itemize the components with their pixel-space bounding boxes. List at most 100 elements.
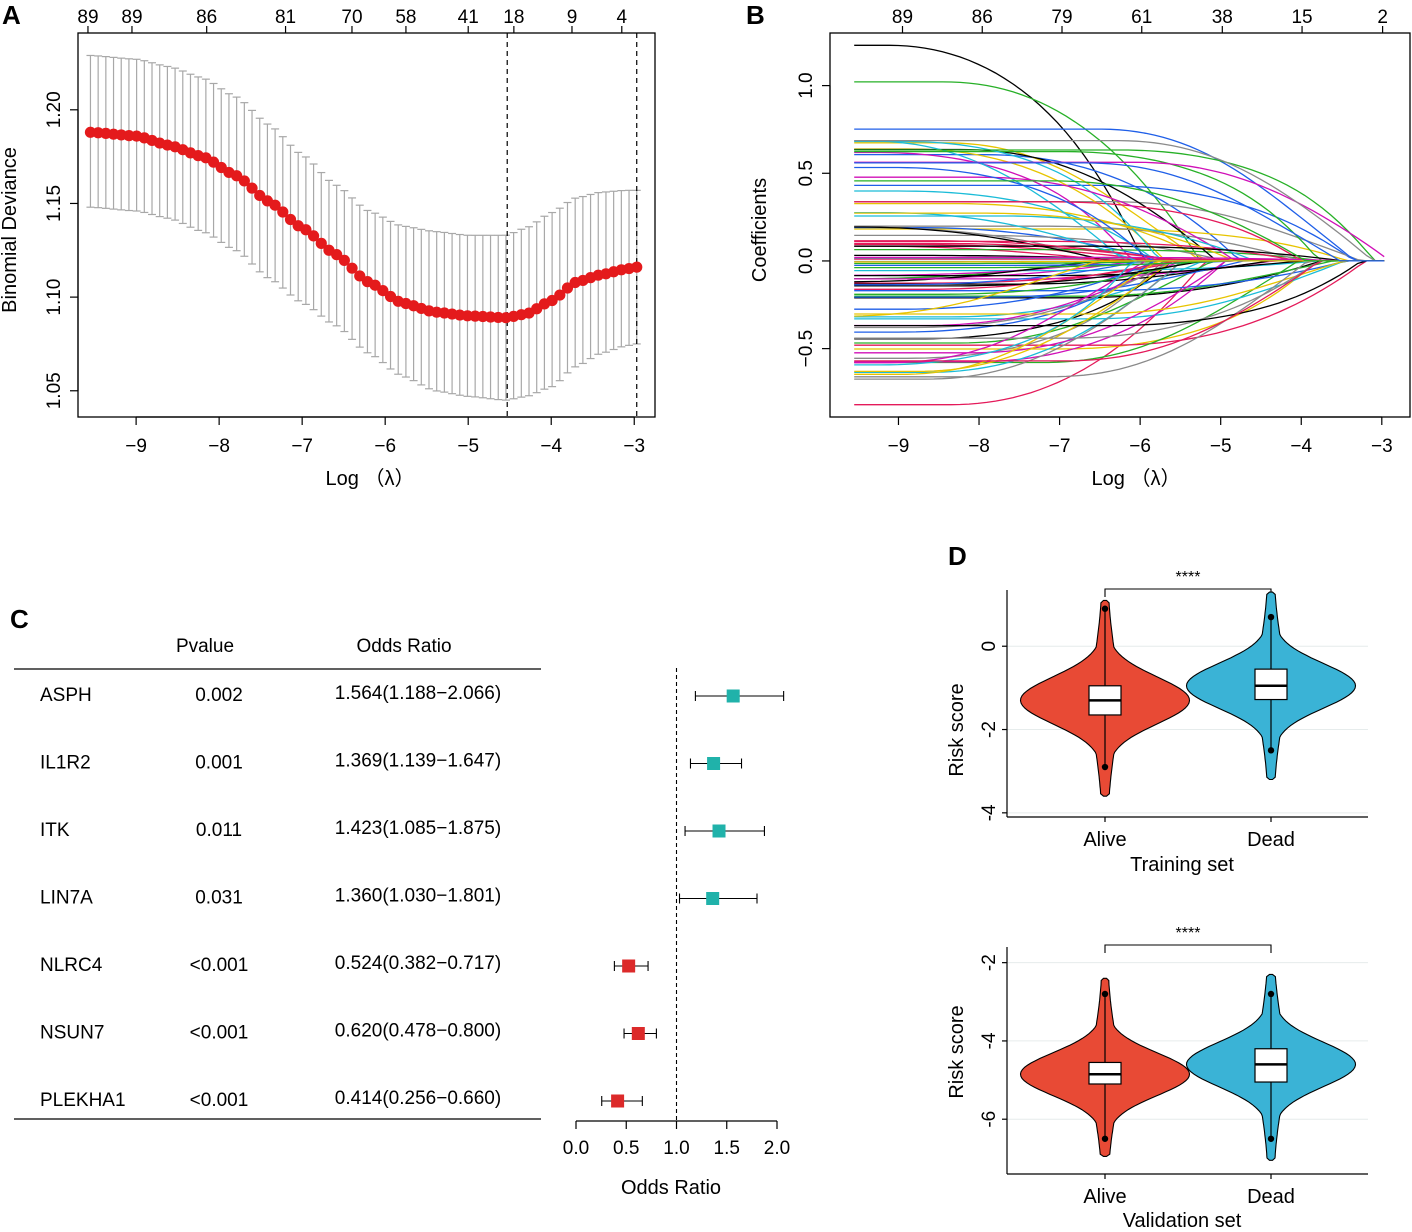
deviance-point <box>269 199 281 211</box>
x-tick-label: 0.5 <box>613 1138 639 1159</box>
top-tick-label: 86 <box>196 7 217 28</box>
top-tick-label: 70 <box>341 7 362 28</box>
deviance-point <box>354 270 366 282</box>
header-odds-ratio: Odds Ratio <box>356 636 451 657</box>
top-axis-ticks-b: 89 86 79 61 38 15 2 <box>892 7 1388 33</box>
significance-label: **** <box>1176 569 1201 586</box>
coefficient-path <box>854 260 1385 362</box>
x-tick-label: −6 <box>1129 436 1151 457</box>
coefficient-path <box>854 260 1385 350</box>
y-tick-label: 1.10 <box>44 279 65 316</box>
x-tick-label: −5 <box>1210 436 1232 457</box>
coefficient-path <box>854 128 1385 262</box>
panel-d-training-violin: -4 -2 0 **** Alive Dead Training set Risk sco… <box>946 569 1368 876</box>
outlier-point <box>1101 763 1109 771</box>
x-axis-label-b: Log （λ） <box>1092 467 1181 490</box>
y-axis-label-d1: Risk score <box>946 683 968 776</box>
outlier-point <box>1267 990 1275 998</box>
x-tick-label: 2.0 <box>764 1138 790 1159</box>
gene-label: NLRC4 <box>40 955 103 976</box>
y-tick-label: 0.5 <box>796 160 817 186</box>
gene-label: ITK <box>40 820 70 841</box>
x-tick-label: −9 <box>125 436 147 457</box>
x-tick-label: −4 <box>1290 436 1312 457</box>
coefficient-path <box>854 260 1385 339</box>
x-axis-ticks-b: −9 −8 −7 −6 −5 −4 −3 <box>888 416 1393 457</box>
top-tick-label: 41 <box>458 7 479 28</box>
outlier-point <box>1267 613 1275 621</box>
odds-ratio-cell: 1.369(1.139−1.647) <box>335 751 501 772</box>
deviance-points-a <box>84 126 643 324</box>
outlier-point <box>1267 747 1275 754</box>
coefficient-path <box>854 260 1385 378</box>
gene-label: IL1R2 <box>40 753 91 774</box>
y-tick-label: 0 <box>979 641 1000 652</box>
y-axis-label-a: Binomial Deviance <box>0 147 21 313</box>
odds-ratio-marker <box>726 689 740 703</box>
coefficient-path <box>854 260 1385 346</box>
x-tick-label: −8 <box>968 436 990 457</box>
y-tick-label: -4 <box>979 1032 1000 1049</box>
x-tick-label: −8 <box>208 436 230 457</box>
coefficient-path <box>854 260 1385 327</box>
odds-ratio-cell: 1.564(1.188−2.066) <box>335 683 501 704</box>
top-tick-label: 61 <box>1131 7 1152 28</box>
top-tick-label: 4 <box>617 7 628 28</box>
odds-ratio-cell: 1.360(1.030−1.801) <box>335 886 501 907</box>
coefficient-path <box>854 162 1385 262</box>
odds-ratio-cell: 0.414(0.256−0.660) <box>335 1088 501 1109</box>
y-axis-label-d2: Risk score <box>946 1005 968 1098</box>
top-tick-label: 89 <box>77 7 98 28</box>
deviance-point <box>554 289 566 301</box>
coefficient-path <box>854 260 1385 297</box>
top-tick-label: 89 <box>892 7 913 28</box>
odds-ratio-marker <box>712 824 726 838</box>
y-axis-ticks-b: −0.5 0.0 0.5 1.0 <box>796 72 831 368</box>
odds-ratio-marker <box>622 959 636 973</box>
top-tick-label: 86 <box>972 7 993 28</box>
panel-b-coefficient-paths: −9 −8 −7 −6 −5 −4 −3 −0.5 0.0 0.5 1.0 89 86 79 61 38 1… <box>749 7 1411 490</box>
category-label: Dead <box>1247 829 1295 851</box>
top-tick-label: 79 <box>1051 7 1072 28</box>
x-tick-label: −7 <box>1049 436 1071 457</box>
deviance-point <box>307 230 320 242</box>
x-tick-label: −7 <box>291 436 313 457</box>
deviance-point <box>284 213 297 226</box>
category-label: Dead <box>1247 1186 1295 1208</box>
coefficient-paths-b <box>854 44 1385 406</box>
top-tick-label: 18 <box>503 7 524 28</box>
odds-ratio-marker <box>706 892 720 905</box>
x-axis-label-d1: Training set <box>1130 854 1234 876</box>
x-tick-label: −9 <box>888 436 910 457</box>
y-axis-ticks-a: 1.05 1.10 1.15 1.20 <box>44 91 79 409</box>
x-axis-label-d2: Validation set <box>1123 1210 1242 1232</box>
odds-ratio-marker <box>611 1094 625 1108</box>
header-pvalue: Pvalue <box>176 636 234 657</box>
y-tick-label: -4 <box>979 804 1000 821</box>
category-label: Alive <box>1083 829 1126 851</box>
gene-label: LIN7A <box>40 888 93 909</box>
outlier-point <box>1101 1135 1109 1142</box>
outlier-point <box>1101 990 1109 998</box>
panel-c-forest-plot: Pvalue Odds Ratio ASPH 0.002 1.564(1.188−2… <box>14 636 790 1199</box>
plot-frame-a <box>77 32 656 418</box>
panel-label-d: D <box>948 541 967 571</box>
x-tick-label: −4 <box>540 436 562 457</box>
x-tick-label: −3 <box>623 436 645 457</box>
x-tick-label: −5 <box>457 436 479 457</box>
gene-label: NSUN7 <box>40 1023 104 1044</box>
coefficient-path <box>854 139 1385 262</box>
panel-label-a: A <box>2 0 21 30</box>
deviance-point <box>331 249 343 261</box>
x-tick-label: 0.0 <box>563 1138 589 1159</box>
top-tick-label: 81 <box>275 7 296 28</box>
pvalue-cell: 0.031 <box>195 888 243 909</box>
deviance-point <box>238 175 250 187</box>
top-tick-label: 9 <box>567 7 578 28</box>
pvalue-cell: <0.001 <box>190 955 249 976</box>
coefficient-path <box>854 200 1385 262</box>
deviance-point <box>277 206 289 218</box>
y-tick-label: −0.5 <box>796 330 817 368</box>
deviance-point <box>346 262 358 274</box>
category-label: Alive <box>1083 1186 1126 1208</box>
